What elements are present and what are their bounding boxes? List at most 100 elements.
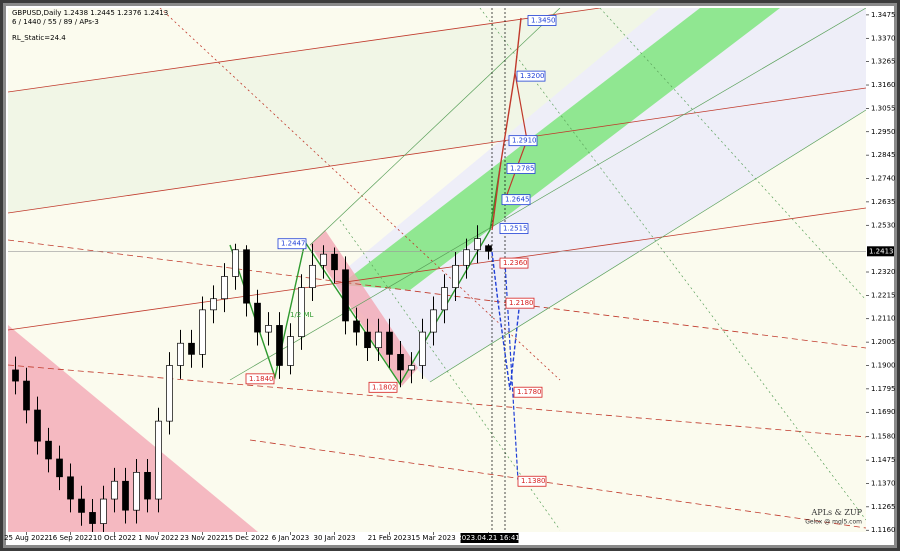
- y-tick-label: 1.1265: [871, 503, 896, 511]
- y-tick-label: 1.1160: [871, 526, 896, 534]
- y-tick-label: 1.3265: [871, 58, 896, 66]
- candle-body: [463, 249, 470, 266]
- candle-body: [23, 380, 30, 411]
- candle-body: [353, 320, 360, 333]
- candle-body: [265, 325, 272, 333]
- level-box: [508, 135, 538, 147]
- candle-body: [375, 331, 382, 349]
- level-box: [513, 386, 543, 398]
- x-tick-label: 16 Sep 2022: [48, 534, 92, 542]
- level-label: 1.1840: [249, 375, 274, 383]
- candle-body: [12, 369, 19, 382]
- x-tick-label: 15 Dec 2022: [224, 534, 269, 542]
- candle-body: [34, 409, 41, 442]
- candle-body: [56, 458, 63, 478]
- level-box: [277, 238, 307, 250]
- pattern-label: 1/2 ML: [290, 311, 314, 319]
- candle-body: [386, 331, 393, 355]
- y-tick-label: 1.2740: [871, 175, 896, 183]
- candle-body: [177, 342, 184, 366]
- y-tick-label: 1.1475: [871, 456, 896, 464]
- level-label: 1.1380: [521, 477, 546, 485]
- y-tick-label: 1.1370: [871, 479, 896, 487]
- level-box: [527, 15, 557, 26]
- candle-body: [419, 331, 426, 366]
- chart-title: GBPUSD,Daily 1.2438 1.2445 1.2376 1.2413: [12, 9, 168, 17]
- candle-body: [78, 498, 85, 513]
- x-tick-label: 23 Nov 2022: [180, 534, 225, 542]
- candle-body: [485, 245, 492, 252]
- x-tick-label: 21 Feb 2023: [368, 534, 412, 542]
- y-tick-label: 1.2950: [871, 128, 896, 136]
- y-tick-label: 1.2845: [871, 151, 896, 159]
- candle-body: [221, 276, 228, 300]
- current-price-label: 1.2413: [869, 247, 894, 255]
- y-tick-label: 1.1580: [871, 433, 896, 441]
- level-label: 1.1802: [372, 383, 397, 391]
- level-label: 1.2515: [503, 225, 528, 233]
- candle-body: [210, 298, 217, 311]
- x-tick-label: 30 Jan 2023: [314, 534, 356, 542]
- y-tick-label: 1.3475: [871, 11, 896, 19]
- candle-body: [320, 253, 327, 266]
- candle-body: [254, 302, 261, 333]
- candle-body: [276, 325, 283, 366]
- level-box: [499, 223, 529, 234]
- level-box: [245, 373, 275, 385]
- candle-body: [199, 309, 206, 355]
- y-tick-label: 1.3160: [871, 81, 896, 89]
- candle-body: [342, 269, 349, 322]
- y-tick-label: 1.2320: [871, 268, 896, 276]
- x-tick-label: 6 Jan 2023: [272, 534, 310, 542]
- candle-body: [408, 365, 415, 371]
- y-tick-label: 1.2110: [871, 315, 896, 323]
- y-tick-label: 1.2530: [871, 221, 896, 229]
- level-label: 1.2785: [510, 164, 535, 172]
- candle-body: [122, 480, 129, 511]
- candle-body: [441, 287, 448, 311]
- level-label: 1.2910: [512, 137, 537, 145]
- level-box: [506, 163, 536, 174]
- candle-body: [144, 471, 151, 500]
- candle-body: [243, 249, 250, 304]
- current-price-box: [867, 246, 894, 257]
- candle-body: [430, 309, 437, 333]
- level-box: [501, 194, 531, 206]
- level-box: [499, 257, 529, 269]
- x-cursor-box: [460, 533, 519, 543]
- candle-body: [331, 253, 338, 271]
- x-tick-label: 25 Aug 2022: [4, 534, 49, 542]
- candle-body: [298, 287, 305, 337]
- candle-body: [133, 471, 140, 511]
- marks: [8, 225, 866, 532]
- candle-body: [474, 238, 481, 251]
- candle-body: [111, 480, 118, 500]
- candle-body: [287, 336, 294, 366]
- y-tick-label: 1.2635: [871, 198, 896, 206]
- candle-body: [45, 440, 52, 460]
- y-tick-label: 1.2215: [871, 291, 896, 299]
- x-tick-label: 1 Nov 2022: [138, 534, 178, 542]
- level-box: [368, 381, 398, 393]
- candle-body: [397, 354, 404, 371]
- candle-body: [188, 342, 195, 355]
- candle-body: [452, 264, 459, 288]
- level-box: [517, 475, 547, 487]
- axis-panel: [6, 6, 894, 545]
- candle-body: [232, 249, 239, 277]
- level-label: 1.1780: [517, 388, 542, 396]
- candle-body: [89, 512, 96, 524]
- y-tick-label: 1.2005: [871, 338, 896, 346]
- candle-body: [100, 498, 107, 524]
- level-box: [505, 297, 535, 309]
- y-tick-label: 1.1795: [871, 385, 896, 393]
- level-label: 1.2180: [509, 299, 534, 307]
- level-label: 1.3450: [531, 16, 556, 24]
- y-tick-label: 1.1900: [871, 361, 896, 369]
- level-label: 1.2447: [281, 240, 306, 248]
- level-label: 1.2645: [505, 196, 530, 204]
- x-tick-label: 2023.04.21 16:41: [457, 534, 519, 542]
- candle-body: [67, 476, 74, 500]
- y-tick-label: 1.3055: [871, 104, 896, 112]
- watermark: APLs & ZUP: [811, 508, 863, 517]
